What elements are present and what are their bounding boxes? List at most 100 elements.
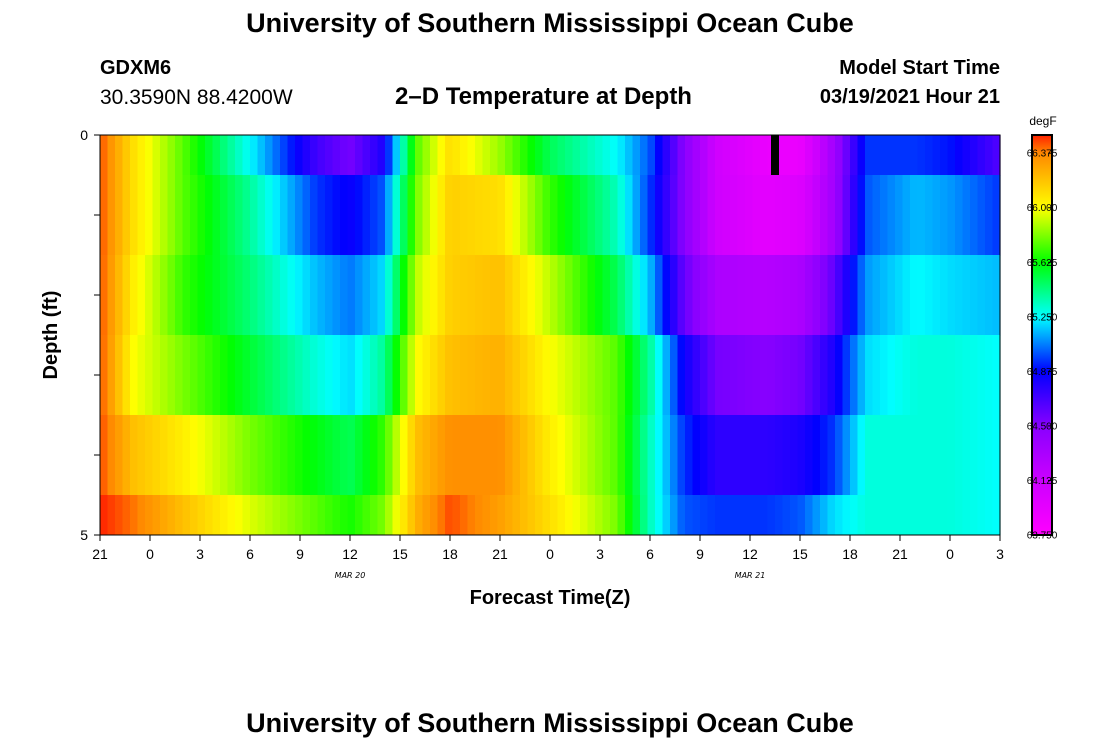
heatmap-cell xyxy=(340,175,349,256)
heatmap-cell xyxy=(715,335,724,416)
heatmap-cell xyxy=(212,335,221,416)
heatmap-cell xyxy=(400,135,409,176)
heatmap-cell xyxy=(572,135,581,176)
heatmap-cell xyxy=(737,135,746,176)
heatmap-cell xyxy=(617,335,626,416)
heatmap-cell xyxy=(497,255,506,336)
heatmap-cell xyxy=(752,415,761,496)
heatmap-cell xyxy=(167,255,176,336)
heatmap-cell xyxy=(940,135,949,176)
heatmap-cell xyxy=(602,135,611,176)
heatmap-cell xyxy=(962,175,971,256)
heatmap-cell xyxy=(505,495,514,536)
heatmap-cell xyxy=(520,335,529,416)
model-start-label: Model Start Time xyxy=(839,57,1000,79)
heatmap-cell xyxy=(257,495,266,536)
heatmap-cell xyxy=(520,175,529,256)
heatmap-cell xyxy=(467,255,476,336)
heatmap-cell xyxy=(752,175,761,256)
heatmap-cell xyxy=(362,495,371,536)
heatmap-cell xyxy=(805,135,814,176)
heatmap-cell xyxy=(310,255,319,336)
heatmap-cell xyxy=(542,335,551,416)
heatmap-cell xyxy=(535,135,544,176)
heatmap-cell xyxy=(137,495,146,536)
heatmap-cell xyxy=(805,415,814,496)
heatmap-cell xyxy=(812,255,821,336)
heatmap-cell xyxy=(197,135,206,176)
heatmap-cell xyxy=(820,415,829,496)
heatmap-cell xyxy=(137,135,146,176)
heatmap-cell xyxy=(692,255,701,336)
heatmap-cell xyxy=(437,175,446,256)
axis-layer: 21 0 3 6 9 12 15 18 21 0 3 6 9 12 15 18 21 0 3 MAR 20 MAR 21… xyxy=(80,127,1004,580)
heatmap-cell xyxy=(775,175,784,256)
heatmap-cell xyxy=(310,135,319,176)
heatmap-cell xyxy=(715,255,724,336)
colorbar-unit: degF xyxy=(1029,114,1056,128)
heatmap-cell xyxy=(947,175,956,256)
heatmap-cell xyxy=(310,415,319,496)
heatmap-cell xyxy=(692,495,701,536)
heatmap-cell xyxy=(370,495,379,536)
heatmap-cell xyxy=(595,415,604,496)
heatmap-cell xyxy=(610,135,619,176)
heatmap-cell xyxy=(332,255,341,336)
heatmap-cell xyxy=(595,495,604,536)
heatmap-cell xyxy=(400,495,409,536)
heatmap-cell xyxy=(227,495,236,536)
heatmap-cell xyxy=(370,415,379,496)
date-label: MAR 20 xyxy=(335,571,366,580)
heatmap-cell xyxy=(107,175,116,256)
heatmap-cell xyxy=(857,255,866,336)
heatmap-cell xyxy=(407,335,416,416)
heatmap-cell xyxy=(827,335,836,416)
heatmap-cell xyxy=(835,495,844,536)
heatmap-cell xyxy=(842,335,851,416)
heatmap-cell xyxy=(310,495,319,536)
heatmap-cell xyxy=(670,415,679,496)
heatmap-cell xyxy=(940,335,949,416)
heatmap-cell xyxy=(947,135,956,176)
colorbar-tick-label: 64.875 xyxy=(1027,367,1058,378)
heatmap-cell xyxy=(902,335,911,416)
heatmap-cell xyxy=(415,135,424,176)
heatmap-cell xyxy=(167,495,176,536)
heatmap-cell xyxy=(527,335,536,416)
heatmap-cell xyxy=(370,135,379,176)
heatmap-cell xyxy=(272,175,281,256)
heatmap-cell xyxy=(662,415,671,496)
heatmap-cell xyxy=(452,495,461,536)
heatmap-cell xyxy=(347,335,356,416)
heatmap-cell xyxy=(752,495,761,536)
heatmap-cell xyxy=(655,135,664,176)
heatmap-cell xyxy=(467,495,476,536)
colorbar: degF 66.375 66.000 65.625 65.250 64.875 64.50… xyxy=(1027,114,1058,542)
heatmap-cell xyxy=(940,495,949,536)
heatmap-cell xyxy=(505,415,514,496)
heatmap-cell xyxy=(197,255,206,336)
heatmap-cell xyxy=(227,135,236,176)
heatmap-cell xyxy=(655,255,664,336)
heatmap-cell xyxy=(280,415,289,496)
x-tick-label: 9 xyxy=(696,546,704,562)
heatmap-cell xyxy=(527,415,536,496)
heatmap-cell xyxy=(257,135,266,176)
heatmap-cell xyxy=(152,415,161,496)
heatmap-cell xyxy=(655,175,664,256)
heatmap-cell xyxy=(415,415,424,496)
heatmap-cell xyxy=(370,255,379,336)
heatmap-cell xyxy=(482,415,491,496)
heatmap-cell xyxy=(557,175,566,256)
heatmap-cell xyxy=(760,135,769,176)
heatmap-cell xyxy=(932,415,941,496)
station-id: GDXM6 xyxy=(100,57,172,79)
heatmap-cell xyxy=(557,335,566,416)
heatmap-cell xyxy=(797,255,806,336)
heatmap-cell xyxy=(160,335,169,416)
heatmap-cell xyxy=(445,135,454,176)
heatmap-cell xyxy=(362,255,371,336)
heatmap-cell xyxy=(895,175,904,256)
heatmap-cell xyxy=(857,175,866,256)
